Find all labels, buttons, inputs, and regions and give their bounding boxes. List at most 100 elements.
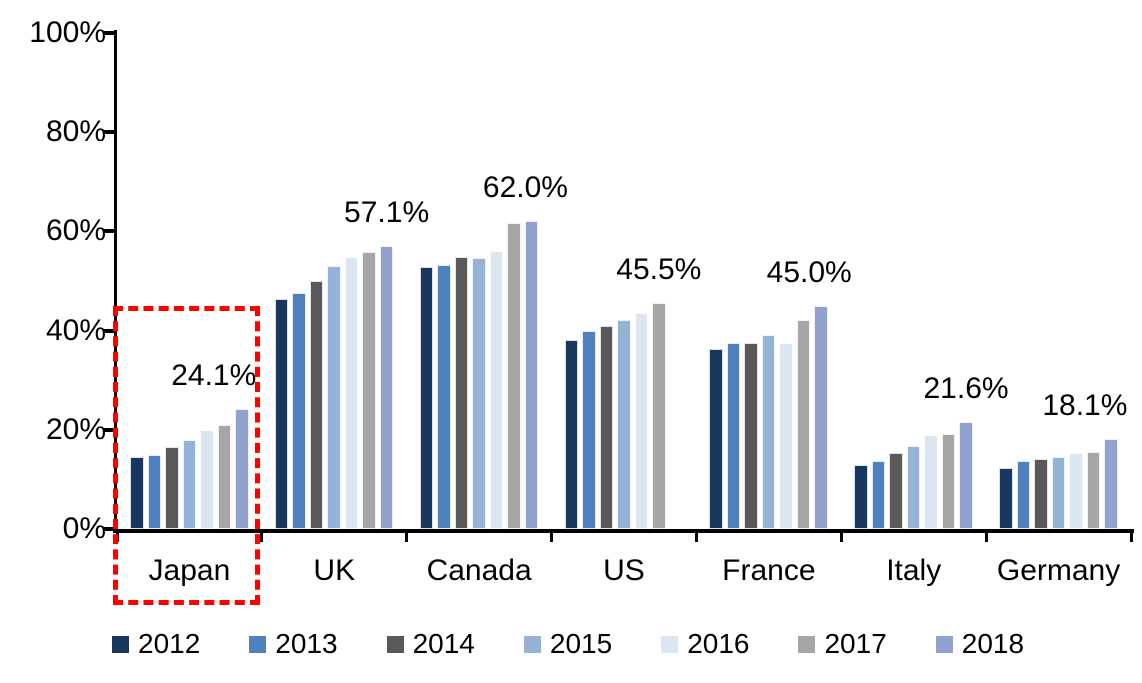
bar-france-2013 [726, 342, 741, 529]
bar-italy-2017 [941, 434, 956, 529]
value-label-italy: 21.6% [923, 371, 1009, 405]
y-axis-tick-label: 100% [29, 16, 106, 49]
bar-germany-2012 [999, 468, 1013, 529]
legend-item-2016: 2016 [661, 630, 749, 658]
legend-swatch-icon [661, 635, 679, 653]
bar-japan-2016 [200, 430, 214, 529]
bar-france-2016 [779, 343, 793, 529]
bar-italy-2012 [854, 464, 868, 529]
bar-germany-2016 [1069, 453, 1083, 529]
legend-item-2014: 2014 [386, 628, 475, 659]
x-axis-tick [694, 533, 698, 542]
bar-uk-2014 [309, 281, 324, 529]
bar-france-2014 [744, 343, 758, 529]
bar-italy-2014 [889, 453, 903, 529]
legend-swatch-icon [523, 635, 541, 653]
chart-legend: 2012 2013 2014 2015 2016 2017 2018 [112, 630, 1073, 658]
bar-canada-2013 [437, 264, 451, 529]
bar-italy-2013 [871, 460, 886, 529]
y-axis-tick-label: 80% [45, 115, 106, 149]
category-label-canada: Canada [426, 554, 532, 587]
bar-japan-2014 [165, 446, 179, 529]
x-axis-line [113, 529, 1134, 533]
legend-swatch-icon [935, 635, 953, 653]
highlight-box-japan [113, 305, 260, 605]
y-axis-tick-label: 60% [45, 214, 106, 248]
bar-italy-2018 [959, 421, 973, 529]
legend-label: 2015 [549, 628, 613, 659]
y-axis-tick [104, 328, 116, 333]
legend-label: 2018 [961, 628, 1025, 659]
value-label-japan: 24.1% [171, 359, 257, 393]
y-axis-tick [104, 427, 116, 432]
category-label-italy: Italy [886, 554, 942, 587]
bar-france-2015 [761, 334, 776, 529]
x-axis-tick [1129, 533, 1133, 542]
value-label-germany: 18.1% [1042, 389, 1128, 423]
legend-label: 2013 [275, 628, 338, 659]
legend-label: 2017 [824, 628, 887, 659]
legend-item-2012: 2012 [112, 630, 200, 658]
bar-italy-2015 [906, 446, 921, 529]
bar-us-2017 [652, 303, 666, 529]
bar-france-2012 [709, 349, 723, 529]
bar-germany-2013 [1016, 461, 1031, 529]
value-label-canada: 62.0% [482, 171, 568, 205]
value-label-uk: 57.1% [344, 195, 430, 229]
y-axis-tick-label: 0% [62, 512, 106, 545]
bar-germany-2018 [1104, 439, 1118, 529]
category-label-germany: Germany [996, 554, 1121, 587]
category-label-uk: UK [313, 554, 356, 587]
y-axis-tick [104, 31, 116, 35]
category-label-japan: Japan [148, 554, 231, 587]
bar-canada-2018 [524, 221, 539, 529]
x-axis-tick [984, 533, 988, 542]
legend-label: 2014 [412, 628, 475, 659]
legend-swatch-icon [112, 635, 129, 653]
bar-japan-2017 [217, 424, 231, 529]
y-axis-tick [104, 229, 116, 234]
y-axis-tick-label: 20% [45, 412, 106, 446]
bar-canada-2016 [489, 250, 504, 529]
bar-uk-2012 [274, 299, 289, 529]
legend-item-2017: 2017 [798, 628, 887, 659]
y-axis-line [114, 30, 117, 532]
bar-germany-2015 [1051, 456, 1066, 529]
value-label-us: 45.5% [616, 253, 702, 287]
legend-swatch-icon [249, 635, 267, 653]
bar-uk-2015 [327, 266, 341, 529]
legend-item-2013: 2013 [249, 628, 338, 659]
x-axis-tick [405, 533, 409, 542]
category-label-france: France [722, 554, 816, 587]
y-axis-tick-label: 40% [45, 313, 106, 347]
bar-us-2016 [634, 313, 649, 529]
bar-canada-2014 [454, 257, 469, 529]
bar-canada-2017 [507, 223, 521, 529]
x-axis-tick [550, 533, 554, 542]
legend-swatch-icon [798, 635, 816, 653]
value-label-france: 45.0% [766, 255, 852, 289]
legend-label: 2016 [687, 628, 750, 659]
bar-us-2014 [599, 325, 614, 529]
bar-italy-2016 [924, 435, 938, 529]
bar-uk-2017 [362, 252, 376, 529]
y-axis-tick [104, 527, 116, 531]
bar-japan-2013 [147, 454, 161, 529]
y-axis-tick [104, 130, 116, 135]
bar-uk-2016 [344, 257, 359, 529]
bar-france-2018 [814, 305, 828, 529]
bar-japan-2018 [235, 409, 249, 529]
bar-us-2012 [564, 340, 579, 529]
bar-uk-2013 [292, 292, 306, 529]
legend-item-2018: 2018 [935, 628, 1025, 659]
bar-germany-2014 [1034, 459, 1048, 529]
bar-us-2015 [617, 320, 631, 529]
bar-us-2013 [582, 331, 596, 529]
bar-japan-2015 [182, 440, 196, 529]
bar-france-2017 [796, 319, 811, 529]
x-axis-tick [839, 533, 843, 542]
bar-germany-2017 [1086, 451, 1101, 529]
category-label-us: US [603, 554, 645, 587]
bar-canada-2012 [419, 267, 434, 529]
